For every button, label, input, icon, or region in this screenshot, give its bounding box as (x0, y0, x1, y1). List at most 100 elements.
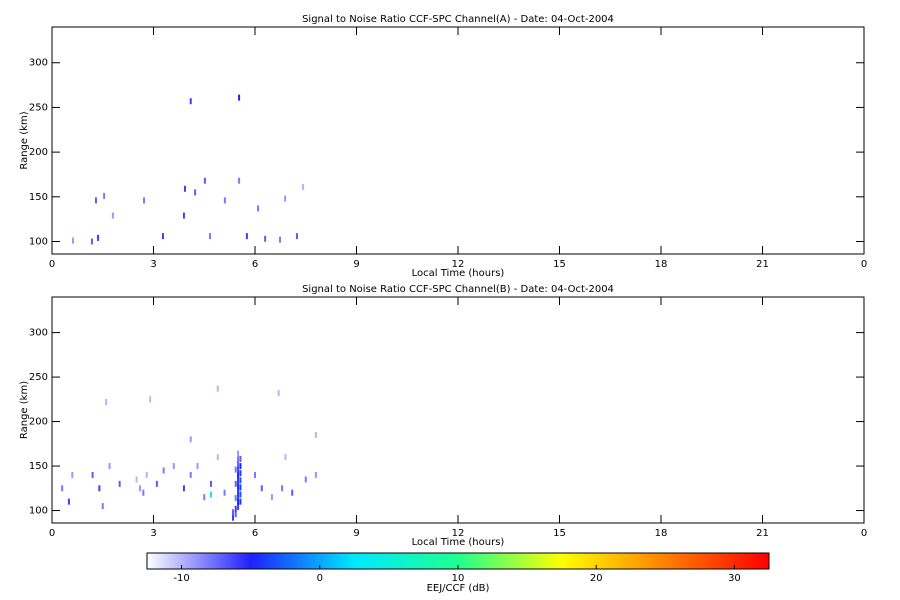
x-tick-label: 12 (452, 259, 465, 270)
heatmap-cell (281, 485, 284, 492)
heatmap-cell (237, 461, 240, 468)
heatmap-cell (182, 485, 185, 492)
heatmap-cell (183, 185, 186, 192)
heatmap-cell (279, 236, 282, 243)
heatmap-cell (232, 514, 235, 521)
x-tick-label: 9 (353, 259, 359, 270)
heatmap-cell (67, 498, 70, 505)
heatmap-cell (135, 476, 138, 483)
x-tick-label: 18 (655, 528, 668, 539)
heatmap-cell (237, 493, 240, 500)
heatmap-cell (189, 436, 192, 443)
heatmap-cell (91, 471, 94, 478)
heatmap-cell (284, 195, 287, 202)
heatmap-cell (94, 197, 97, 204)
heatmap-cell (237, 466, 240, 473)
heatmap-cell (189, 471, 192, 478)
x-tick-label: 6 (252, 259, 258, 270)
heatmap-cell (172, 463, 175, 470)
heatmap-cell (105, 398, 108, 405)
heatmap-cell (189, 98, 192, 105)
y-axis-label: Range (km) (19, 381, 30, 439)
heatmap-cell (203, 177, 206, 184)
heatmap-cell (111, 212, 114, 219)
heatmap-cell (210, 480, 213, 487)
heatmap-cell (314, 471, 317, 478)
heatmap-cell (237, 503, 240, 510)
y-tick-label: 200 (29, 147, 48, 158)
heatmap-cell (145, 471, 148, 478)
heatmap-cell (270, 494, 273, 501)
heatmap-cell (210, 491, 213, 498)
heatmap-cell (239, 455, 242, 462)
x-tick-label: 9 (353, 528, 359, 539)
heatmap-cell (284, 454, 287, 461)
colorbar-tick-label: -10 (173, 573, 189, 584)
heatmap-cell (239, 498, 242, 505)
heatmap-cell (142, 489, 145, 496)
x-tick-label: 15 (553, 259, 566, 270)
heatmap-cell (304, 476, 307, 483)
x-tick-label: 0 (49, 528, 55, 539)
y-tick-label: 250 (29, 372, 48, 383)
x-tick-label: 0 (861, 528, 867, 539)
heatmap-cell (234, 480, 237, 487)
y-tick-label: 250 (29, 102, 48, 113)
y-tick-label: 200 (29, 417, 48, 428)
x-tick-label: 3 (150, 259, 156, 270)
heatmap-cell (239, 463, 242, 470)
heatmap-cell (143, 197, 146, 204)
plot-frame (51, 26, 865, 255)
heatmap-cell (238, 177, 241, 184)
heatmap-cell (209, 233, 212, 240)
colorbar-label: EEJ/CCF (dB) (427, 583, 490, 594)
heatmap-cell (71, 471, 74, 478)
heatmap-cell (234, 511, 237, 518)
heatmap-cell (277, 390, 280, 397)
x-tick-label: 6 (252, 528, 258, 539)
chart-title: Signal to Noise Ratio CCF-SPC Channel(A)… (302, 14, 614, 25)
heatmap-cell (149, 396, 152, 403)
heatmap-cell (90, 238, 93, 245)
heatmap-cell (234, 505, 237, 512)
x-tick-label: 15 (553, 528, 566, 539)
x-tick-label: 21 (756, 259, 769, 270)
heatmap-cell (260, 485, 263, 492)
x-tick-label: 12 (452, 528, 465, 539)
heatmap-cell (237, 482, 240, 489)
heatmap-cell (118, 480, 121, 487)
heatmap-cell (295, 233, 298, 240)
heatmap-cell (103, 192, 106, 199)
heatmap-cell (237, 471, 240, 478)
heatmap-cell (264, 235, 267, 242)
x-tick-label: 18 (655, 259, 668, 270)
heatmap-cell (162, 467, 165, 474)
colorbar-tick-label: 20 (590, 573, 603, 584)
heatmap-cell (237, 487, 240, 494)
heatmap-cell (216, 385, 219, 392)
heatmap-cell (138, 485, 141, 492)
heatmap-cell (234, 466, 237, 473)
heatmap-cell (302, 183, 305, 190)
x-axis-label: Local Time (hours) (412, 268, 505, 279)
y-tick-label: 100 (29, 506, 48, 517)
heatmap-cell (245, 233, 248, 240)
heatmap-cell (223, 197, 226, 204)
heatmap-cell (314, 431, 317, 438)
x-tick-label: 21 (756, 528, 769, 539)
heatmap-cell (237, 477, 240, 484)
x-tick-label: 0 (49, 259, 55, 270)
chart-title: Signal to Noise Ratio CCF-SPC Channel(B)… (302, 284, 614, 295)
heatmap-cell (97, 234, 100, 241)
x-tick-label: 3 (150, 528, 156, 539)
y-tick-label: 300 (29, 58, 48, 69)
heatmap-cell (196, 463, 199, 470)
heatmap-cell (239, 491, 242, 498)
y-tick-label: 100 (29, 236, 48, 247)
colorbar-tick-label: 30 (728, 573, 741, 584)
y-tick-label: 150 (29, 461, 48, 472)
heatmap-cell (98, 485, 101, 492)
heatmap-cell (254, 471, 256, 478)
colorbar-tick-label: 0 (317, 573, 323, 584)
